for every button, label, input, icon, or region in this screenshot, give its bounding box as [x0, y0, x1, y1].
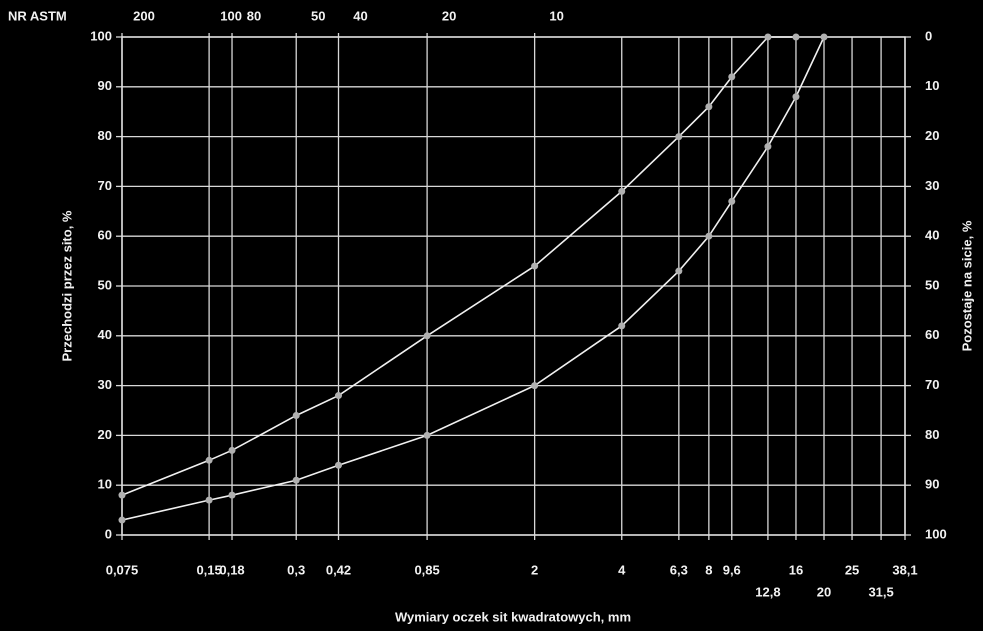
x-tick-label: 0,15 — [196, 562, 221, 577]
x-tick-label: 0,85 — [414, 562, 439, 577]
y2-tick-label: 40 — [925, 228, 939, 243]
y-tick-label: 0 — [105, 526, 112, 541]
y-tick-label: 30 — [98, 377, 112, 392]
data-point — [675, 267, 683, 275]
y2-tick-label: 60 — [925, 327, 939, 342]
y2-tick-label: 0 — [925, 28, 932, 43]
data-point — [292, 476, 300, 484]
y-tick-label: 80 — [98, 128, 112, 143]
y2-tick-label: 90 — [925, 477, 939, 492]
data-point — [423, 431, 431, 439]
data-point — [205, 496, 213, 504]
data-point — [618, 187, 626, 195]
x-tick-label: 38,1 — [892, 562, 917, 577]
x-tick-label: 0,3 — [287, 562, 305, 577]
data-point — [764, 143, 772, 151]
x-tick-label: 25 — [845, 562, 859, 577]
y-tick-label: 90 — [98, 78, 112, 93]
top-tick-label: 40 — [353, 8, 367, 23]
top-axis-label: NR ASTM — [8, 8, 67, 23]
data-point — [705, 232, 713, 240]
data-point — [335, 461, 343, 469]
x-tick-label: 2 — [531, 562, 538, 577]
data-point — [705, 103, 713, 111]
y2-tick-label: 20 — [925, 128, 939, 143]
y-axis-label: Przechodzi przez sito, % — [59, 210, 74, 361]
data-point — [228, 491, 236, 499]
data-point — [728, 197, 736, 205]
data-point — [531, 382, 539, 390]
data-point — [792, 93, 800, 101]
data-point — [728, 73, 736, 81]
data-point — [764, 33, 772, 41]
x-tick-label: 4 — [618, 562, 626, 577]
x-tick-label: 0,18 — [219, 562, 244, 577]
top-tick-label: 20 — [442, 8, 456, 23]
x-tick-label: 8 — [705, 562, 712, 577]
y2-axis-label: Pozostaje na sicie, % — [959, 220, 974, 351]
data-point — [118, 491, 126, 499]
data-point — [792, 33, 800, 41]
top-tick-label: 50 — [311, 8, 325, 23]
x-tick-label: 9,6 — [723, 562, 741, 577]
x-tick-label: 12,8 — [755, 584, 780, 599]
y2-tick-label: 70 — [925, 377, 939, 392]
y-tick-label: 100 — [90, 28, 112, 43]
y-tick-label: 20 — [98, 427, 112, 442]
top-tick-label: 10 — [549, 8, 563, 23]
data-point — [618, 322, 626, 330]
x-tick-label: 6,3 — [670, 562, 688, 577]
x-tick-label: 16 — [789, 562, 803, 577]
y-tick-label: 10 — [98, 477, 112, 492]
data-point — [118, 516, 126, 524]
x-tick-label: 20 — [817, 584, 831, 599]
y2-tick-label: 30 — [925, 178, 939, 193]
x-tick-label: 0,42 — [326, 562, 351, 577]
data-point — [423, 332, 431, 340]
y2-tick-label: 100 — [925, 526, 947, 541]
y-tick-label: 70 — [98, 178, 112, 193]
data-point — [205, 456, 213, 464]
plot-frame — [121, 36, 906, 536]
y-tick-label: 40 — [98, 327, 112, 342]
data-point — [292, 411, 300, 419]
top-tick-label: 100 — [220, 8, 242, 23]
top-tick-label: 80 — [247, 8, 261, 23]
x-axis-label: Wymiary oczek sit kwadratowych, mm — [395, 609, 631, 624]
data-point — [228, 446, 236, 454]
y2-tick-label: 10 — [925, 78, 939, 93]
series-line — [121, 36, 825, 521]
top-tick-label: 200 — [133, 8, 155, 23]
y2-tick-label: 80 — [925, 427, 939, 442]
x-tick-label: 31,5 — [868, 584, 893, 599]
data-point — [675, 133, 683, 141]
data-point — [531, 262, 539, 270]
y-tick-label: 50 — [98, 277, 112, 292]
data-point — [820, 33, 828, 41]
y-tick-label: 60 — [98, 228, 112, 243]
y2-tick-label: 50 — [925, 277, 939, 292]
data-point — [335, 392, 343, 400]
x-tick-label: 0,075 — [106, 562, 139, 577]
